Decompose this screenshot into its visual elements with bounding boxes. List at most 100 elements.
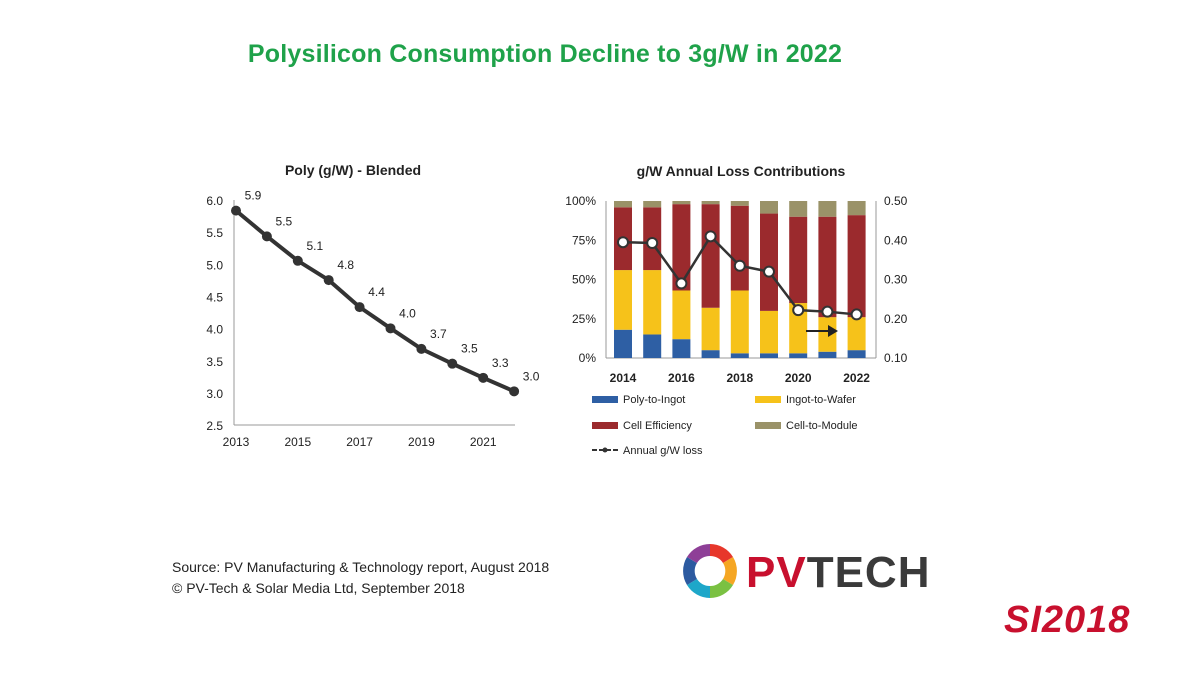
bar-legend: Poly-to-Ingot Ingot-to-Wafer Cell Efficien…: [592, 394, 858, 457]
bar-stacks: [614, 201, 866, 358]
page-title: Polysilicon Consumption Decline to 3g/W …: [247, 40, 843, 68]
bar-segment: [614, 329, 632, 358]
annual-loss-point: [646, 236, 659, 249]
legend-label: Poly-to-Ingot: [623, 394, 685, 406]
bar-segment: [643, 334, 662, 358]
bar-segment: [789, 353, 808, 358]
annual-loss-point: [850, 308, 863, 321]
bar-segment: [730, 353, 749, 358]
bar-chart-title: g/W Annual Loss Contributions: [637, 163, 846, 179]
poly-point: [385, 323, 396, 334]
poly-data-label: 5.5: [276, 214, 293, 228]
bar-y2-tick-label: 0.40: [884, 233, 908, 247]
annual-loss-point: [617, 236, 629, 249]
bar-y2-tick-label: 0.10: [884, 351, 908, 365]
bar-segment: [730, 201, 749, 206]
bar-segment: [760, 213, 778, 311]
pvtech-logo-ring-icon: [683, 544, 737, 598]
line-y-tick-label: 2.5: [206, 419, 223, 433]
bar-y-tick-label: 100%: [565, 194, 596, 208]
poly-data-label: 3.3: [492, 356, 509, 370]
bar-segment: [730, 205, 749, 291]
bar-segment: [789, 303, 808, 354]
legend-label: Cell-to-Module: [786, 420, 858, 432]
poly-point: [509, 386, 520, 397]
line-y-tick-label: 6.0: [206, 194, 223, 208]
bar-x-tick-label: 2018: [726, 371, 753, 385]
line-x-ticks: 2013 2015 2017 2019 2021: [223, 435, 497, 449]
bar-segment: [847, 215, 866, 318]
bar-y-tick-label: 0%: [579, 351, 597, 365]
bar-segment: [789, 216, 808, 304]
poly-point: [478, 372, 489, 383]
poly-data-label: 3.0: [523, 369, 540, 383]
line-chart-title: Poly (g/W) - Blended: [285, 162, 421, 178]
annual-loss-point: [704, 230, 717, 243]
bar-segment: [818, 216, 837, 318]
bar-x-tick-label: 2022: [843, 371, 870, 385]
poly-data-label: 5.1: [306, 239, 323, 253]
poly-point: [292, 255, 303, 266]
line-x-tick-label: 2021: [470, 435, 497, 449]
bar-segment: [789, 201, 808, 217]
poly-data-label: 5.9: [245, 189, 262, 203]
bar-y-tick-label: 50%: [572, 273, 596, 287]
bar-segment: [701, 307, 720, 351]
bar-segment: [760, 201, 778, 214]
line-y-tick-label: 5.0: [206, 258, 223, 272]
bar-segment: [847, 350, 866, 358]
bar-segment: [701, 204, 720, 308]
bar-segment: [730, 290, 749, 354]
poly-data-label: 3.5: [461, 342, 478, 356]
poly-point: [261, 231, 272, 242]
bar-segment: [672, 204, 691, 291]
bar-x-ticks: 2014 2016 2018 2020 2022: [610, 371, 871, 385]
annual-loss-points: [617, 230, 863, 321]
annual-loss-point: [821, 305, 834, 318]
pvtech-wordmark-suffix: TECH: [806, 548, 931, 597]
poly-point: [416, 343, 427, 354]
legend-label: Annual g/W loss: [623, 445, 703, 457]
poly-point: [447, 358, 458, 369]
bar-segment: [672, 290, 691, 340]
line-y-tick-label: 4.5: [206, 290, 223, 304]
bar-y2-tick-label: 0.20: [884, 312, 908, 326]
poly-point: [354, 302, 365, 313]
bar-y2-ticks: 0.50 0.40 0.30 0.20 0.10: [884, 194, 908, 365]
legend-swatch: [592, 396, 618, 403]
line-y-ticks: 6.0 5.5 5.0 4.5 4.0 3.5 3.0 2.5: [206, 194, 223, 433]
bar-segment: [760, 353, 778, 358]
legend-label: Cell Efficiency: [623, 420, 692, 432]
trend-arrow-icon: [806, 325, 838, 337]
source-line: Source: PV Manufacturing & Technology re…: [172, 559, 550, 575]
bar-segment: [760, 310, 778, 354]
si2018-logo: SI2018: [1004, 599, 1131, 641]
annual-loss-point: [792, 304, 805, 317]
line-x-tick-label: 2017: [346, 435, 373, 449]
annual-loss-point: [675, 277, 688, 290]
line-y-tick-label: 3.5: [206, 355, 223, 369]
line-y-tick-label: 3.0: [206, 387, 223, 401]
bar-x-tick-label: 2020: [785, 371, 812, 385]
line-x-tick-label: 2015: [284, 435, 311, 449]
poly-point: [323, 275, 334, 286]
legend-swatch: [755, 422, 781, 429]
bar-y2-tick-label: 0.50: [884, 194, 908, 208]
copyright-line: © PV-Tech & Solar Media Ltd, September 2…: [172, 580, 465, 596]
legend-line-marker: [602, 447, 608, 453]
bar-x-tick-label: 2014: [610, 371, 637, 385]
line-y-tick-label: 4.0: [206, 323, 223, 337]
poly-data-label: 4.0: [399, 306, 416, 320]
bar-y-tick-label: 25%: [572, 312, 596, 326]
legend-swatch: [755, 396, 781, 403]
bar-segment: [847, 201, 866, 216]
line-y-tick-label: 5.5: [206, 226, 223, 240]
bar-segment: [672, 201, 691, 205]
bar-y2-tick-label: 0.30: [884, 273, 908, 287]
bar-segment: [643, 270, 662, 335]
poly-data-label: 4.4: [368, 285, 385, 299]
bar-segment: [614, 201, 632, 208]
bar-segment: [672, 339, 691, 358]
poly-data-label: 3.7: [430, 327, 447, 341]
